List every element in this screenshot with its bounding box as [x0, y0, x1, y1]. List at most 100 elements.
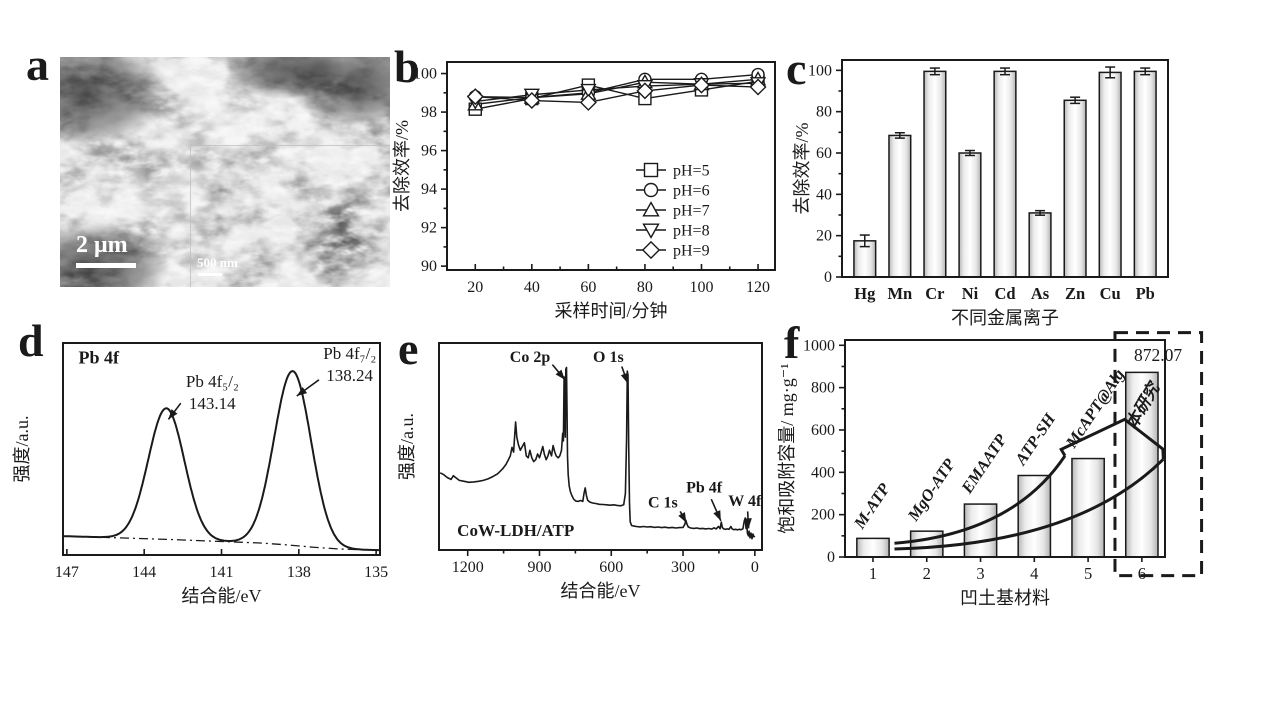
svg-text:3: 3: [976, 564, 984, 583]
svg-text:去除效率/%: 去除效率/%: [792, 122, 812, 214]
panel-d-letter: d: [18, 315, 44, 366]
sem-scalebar-inset-label: 500 nm: [197, 255, 238, 270]
svg-text:pH=6: pH=6: [673, 183, 710, 200]
svg-text:1200: 1200: [452, 559, 484, 576]
svg-text:800: 800: [811, 380, 835, 397]
svg-text:采样时间/分钟: 采样时间/分钟: [554, 301, 667, 321]
svg-text:60: 60: [580, 279, 596, 296]
plot-e: CoW-LDH/ATP Co 2p O 1s C 1s Pb 4f W 4f: [439, 349, 762, 540]
sem-scalebar-main-label: 2 μm: [76, 232, 128, 258]
svg-text:Pb: Pb: [1136, 284, 1155, 303]
svg-text:90: 90: [421, 258, 437, 275]
panel-b-chart: 20 40 60 80 100 120 90 92 94 96 98 100 采样时间/分钟 去除效率/%…: [392, 61, 776, 321]
svg-text:144: 144: [132, 564, 156, 581]
svg-text:135: 135: [364, 564, 388, 581]
sem-texture: [60, 57, 390, 287]
svg-text:pH=5: pH=5: [673, 163, 710, 180]
svg-text:872.07: 872.07: [1134, 345, 1182, 365]
sem-image: 2 μm 500 nm: [60, 57, 390, 287]
svg-text:40: 40: [816, 186, 832, 203]
sem-scalebar-main-bar: [76, 263, 136, 268]
svg-text:5: 5: [1084, 564, 1092, 583]
svg-text:Pb 4f₇/₂: Pb 4f₇/₂: [323, 344, 376, 363]
svg-text:300: 300: [671, 559, 695, 576]
svg-text:强度/a.u.: 强度/a.u.: [397, 413, 417, 480]
svg-text:98: 98: [421, 104, 437, 121]
svg-text:0: 0: [824, 269, 832, 286]
svg-text:Zn: Zn: [1065, 284, 1085, 303]
svg-text:W 4f: W 4f: [728, 493, 762, 510]
svg-text:As: As: [1031, 284, 1050, 303]
svg-text:凹土基材料: 凹土基材料: [960, 588, 1050, 608]
svg-text:138.24: 138.24: [326, 366, 373, 385]
svg-text:80: 80: [637, 279, 653, 296]
svg-text:143.14: 143.14: [189, 394, 236, 413]
svg-text:Ni: Ni: [962, 284, 979, 303]
svg-text:138: 138: [287, 564, 311, 581]
svg-text:结合能/eV: 结合能/eV: [561, 581, 641, 601]
svg-text:80: 80: [816, 104, 832, 121]
panel-d-chart: Pb 4f Pb 4f₅/₂ 143.14 Pb 4f₇/₂ 138.24 147 144 1…: [12, 342, 388, 606]
svg-text:40: 40: [524, 279, 540, 296]
svg-text:不同金属离子: 不同金属离子: [951, 308, 1059, 328]
svg-text:900: 900: [527, 559, 551, 576]
svg-text:Pb 4f: Pb 4f: [686, 480, 723, 497]
svg-text:C 1s: C 1s: [648, 495, 678, 512]
svg-text:CoW-LDH/ATP: CoW-LDH/ATP: [457, 521, 574, 540]
sem-inset: [190, 145, 390, 287]
svg-text:0: 0: [827, 549, 835, 566]
svg-text:EMAATP: EMAATP: [957, 430, 1011, 498]
plot-f: [856, 371, 1159, 558]
svg-text:Cu: Cu: [1100, 284, 1121, 303]
panel-c-letter: c: [786, 43, 807, 94]
sem-scalebar-inset-bar: [198, 273, 222, 276]
svg-text:Pb 4f: Pb 4f: [78, 348, 120, 368]
svg-text:4: 4: [1030, 564, 1038, 583]
svg-text:400: 400: [811, 464, 835, 481]
svg-text:Hg: Hg: [854, 284, 876, 303]
svg-text:96: 96: [421, 143, 437, 160]
panel-c-chart: 0 20 40 60 80 100 Hg Mn Cr Ni Cd As Zn Cu Pb 不同金属离子 去除效率…: [792, 59, 1169, 328]
svg-text:饱和吸附容量/ mg·g⁻¹: 饱和吸附容量/ mg·g⁻¹: [777, 363, 797, 533]
svg-text:1000: 1000: [803, 337, 835, 354]
panel-f-letter: f: [784, 317, 800, 368]
svg-text:100: 100: [413, 66, 437, 83]
svg-text:100: 100: [689, 279, 713, 296]
svg-text:600: 600: [599, 559, 623, 576]
plot-b: [466, 67, 767, 116]
svg-text:Co 2p: Co 2p: [510, 349, 551, 366]
svg-text:MgO-ATP: MgO-ATP: [903, 454, 959, 525]
svg-text:600: 600: [811, 422, 835, 439]
panel-b-letter: b: [394, 41, 420, 92]
plot-c: [853, 66, 1157, 278]
panel-a-letter: a: [26, 39, 49, 90]
svg-text:200: 200: [811, 507, 835, 524]
svg-text:pH=7: pH=7: [673, 203, 710, 220]
svg-text:20: 20: [816, 228, 832, 245]
svg-text:141: 141: [210, 564, 234, 581]
svg-text:92: 92: [421, 220, 437, 237]
svg-text:60: 60: [816, 145, 832, 162]
svg-text:94: 94: [421, 181, 437, 198]
svg-text:O 1s: O 1s: [593, 349, 624, 366]
svg-text:Mn: Mn: [887, 284, 912, 303]
svg-text:ATP-SH: ATP-SH: [1011, 409, 1060, 469]
svg-text:Cr: Cr: [925, 284, 944, 303]
svg-text:结合能/eV: 结合能/eV: [182, 586, 262, 606]
svg-text:M-ATP: M-ATP: [849, 479, 894, 533]
svg-text:1: 1: [869, 564, 877, 583]
svg-text:Cd: Cd: [994, 284, 1015, 303]
panel-f-chart: 0 200 400 600 800 1000 1 2 3 4 5 6 凹土基材料 饱和吸附容量/ mg·g…: [777, 331, 1204, 608]
svg-text:Pb 4f₅/₂: Pb 4f₅/₂: [186, 372, 239, 391]
svg-text:147: 147: [55, 564, 79, 581]
svg-text:120: 120: [746, 279, 770, 296]
svg-text:100: 100: [808, 62, 832, 79]
svg-text:pH=8: pH=8: [673, 223, 710, 240]
svg-text:0: 0: [751, 559, 759, 576]
svg-text:pH=9: pH=9: [673, 243, 710, 260]
panel-e-chart: CoW-LDH/ATP Co 2p O 1s C 1s Pb 4f W 4f 1200 900…: [397, 342, 763, 601]
svg-text:强度/a.u.: 强度/a.u.: [12, 416, 32, 483]
svg-text:2: 2: [923, 564, 931, 583]
panel-e-letter: e: [398, 323, 419, 374]
